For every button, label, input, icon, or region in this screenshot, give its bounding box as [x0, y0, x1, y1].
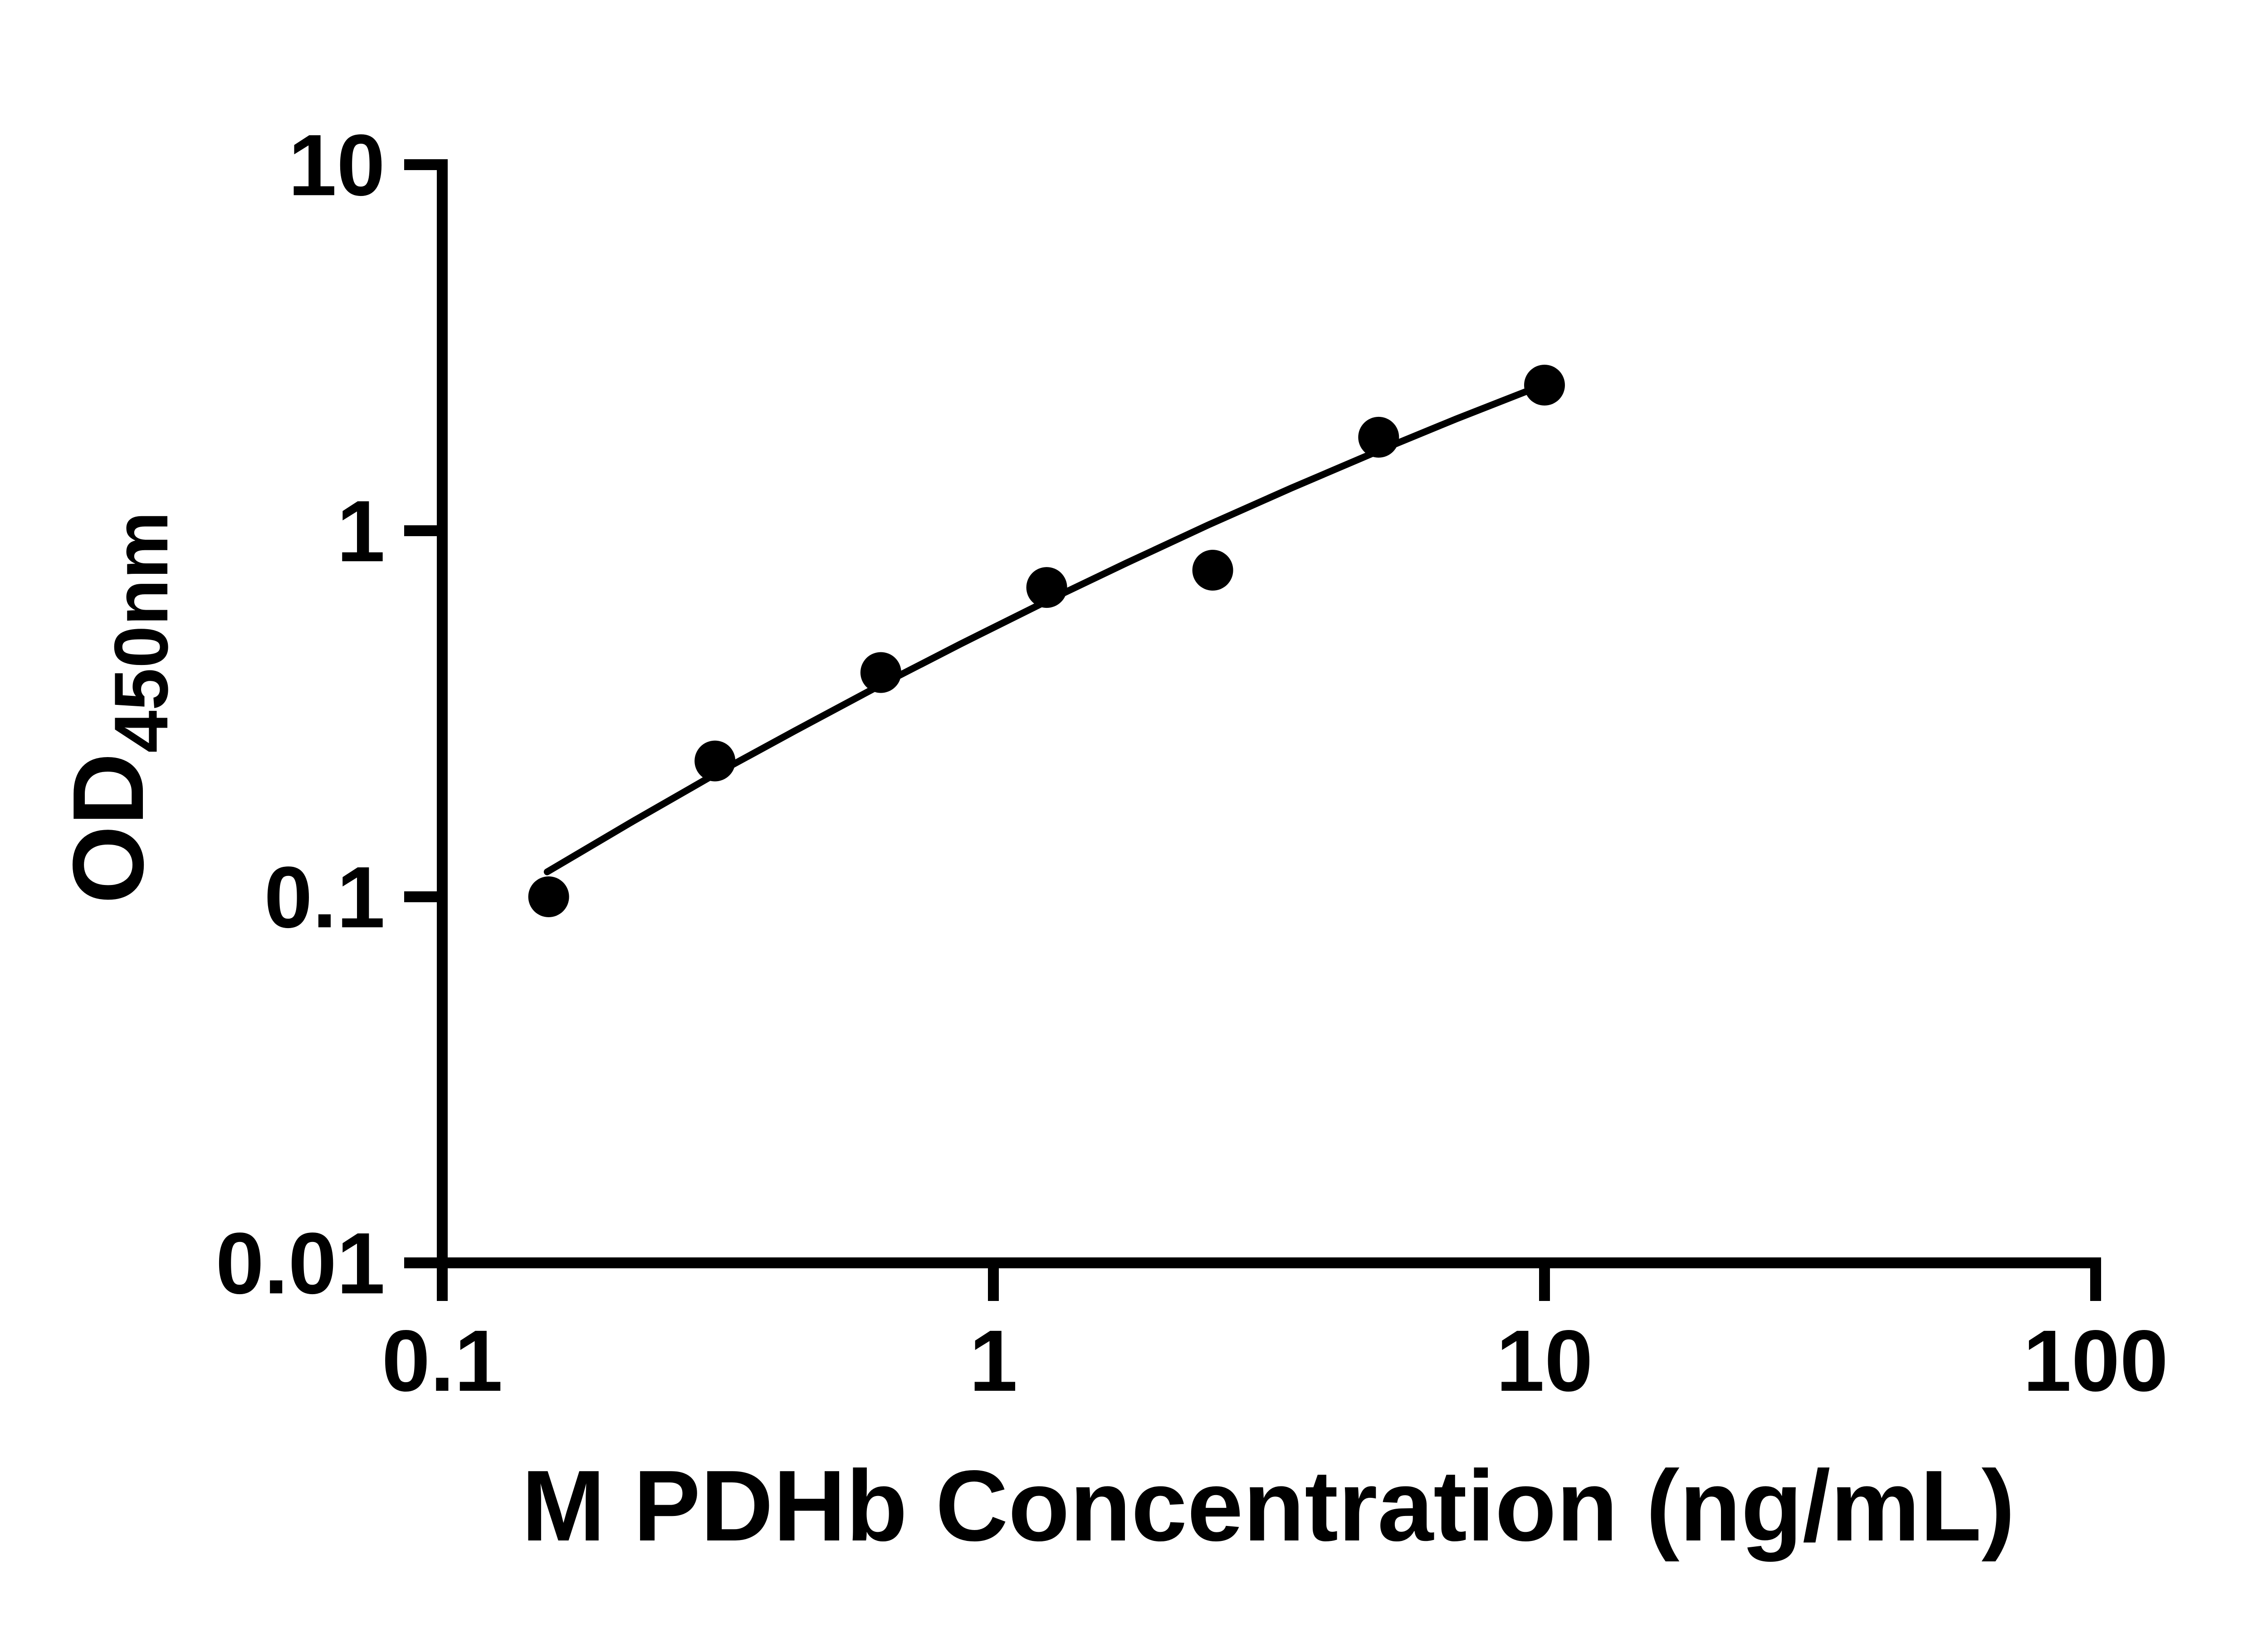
y-axis-title-main: OD	[52, 753, 165, 904]
data-point	[528, 876, 569, 917]
data-point	[1524, 365, 1565, 406]
data-point	[1026, 567, 1067, 608]
x-tick-label: 100	[2023, 1312, 2168, 1409]
data-point	[1192, 550, 1233, 591]
x-tick-label: 0.1	[382, 1312, 503, 1409]
axes-lines	[437, 159, 2101, 1268]
x-axis-title: M PDHb Concentration (ng/mL)	[522, 1450, 2015, 1562]
data-point	[694, 740, 736, 782]
y-tick-label: 10	[288, 116, 385, 214]
y-tick-label: 0.01	[215, 1214, 385, 1312]
y-tick-label: 0.1	[264, 848, 385, 946]
x-tick-label: 10	[1496, 1312, 1593, 1409]
x-tick-label: 1	[969, 1312, 1018, 1409]
data-point	[860, 652, 901, 693]
y-axis-title-subscript: 450nm	[98, 511, 184, 753]
y-axis-title: OD450nm	[52, 511, 184, 904]
data-point	[1358, 416, 1399, 458]
trend-line	[543, 381, 1548, 875]
y-tick-label: 1	[337, 482, 385, 580]
